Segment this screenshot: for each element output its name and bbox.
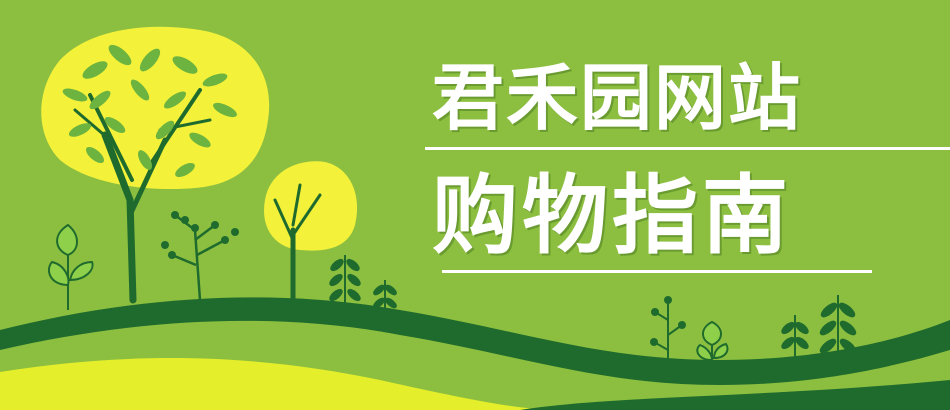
right-plants	[650, 295, 857, 370]
title-divider-top	[425, 147, 950, 150]
bottom-dark-band	[520, 380, 950, 410]
berries	[161, 211, 239, 259]
center-fern-plants	[329, 255, 397, 318]
large-tree-leaves	[62, 44, 237, 177]
banner-subtitle: 购物指南	[432, 166, 792, 266]
title-divider-bottom	[442, 270, 872, 273]
small-tree-trunk	[273, 183, 322, 308]
banner-title: 君禾园网站	[432, 56, 803, 140]
left-leafy-plant	[48, 223, 94, 310]
yellow-hill	[0, 358, 560, 410]
